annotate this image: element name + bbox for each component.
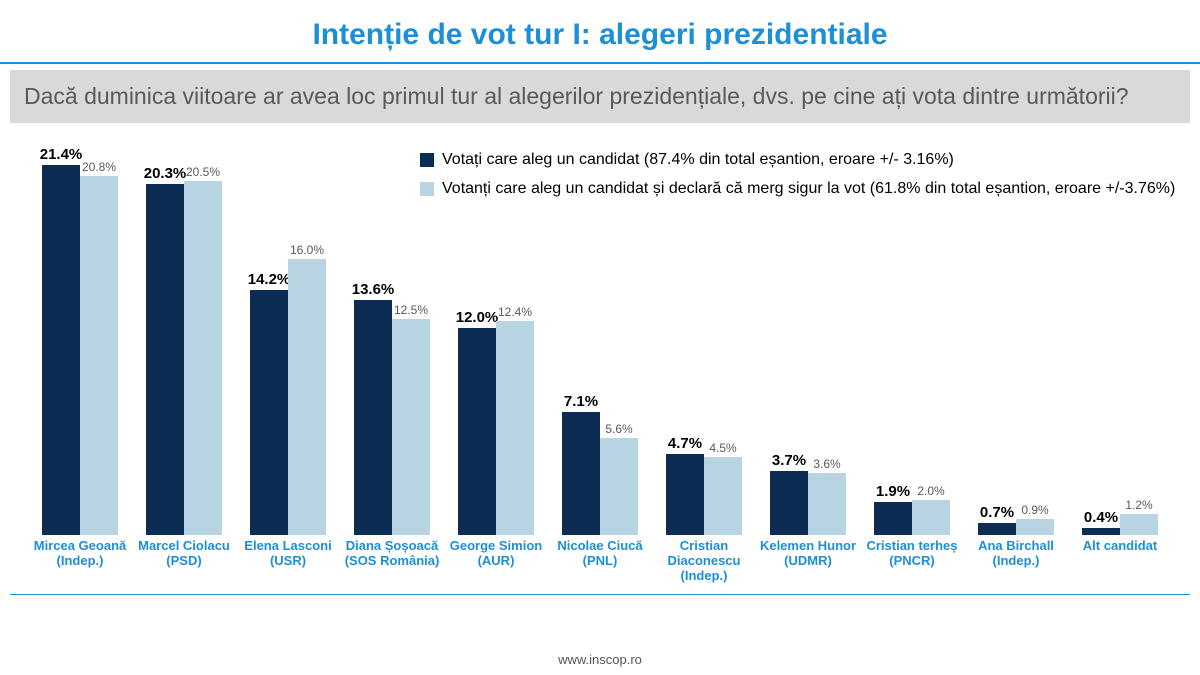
bar-group: 21.4%20.8%Mircea Geoană (Indep.) bbox=[28, 155, 132, 535]
bar-value-primary: 13.6% bbox=[352, 281, 395, 298]
bar-primary: 3.7% bbox=[770, 471, 808, 535]
bar-value-secondary: 0.9% bbox=[1021, 503, 1048, 517]
bar-secondary: 4.5% bbox=[704, 457, 742, 535]
bar-primary: 4.7% bbox=[666, 454, 704, 535]
title-underline bbox=[0, 62, 1200, 64]
bar-secondary: 12.5% bbox=[392, 319, 430, 535]
bar-value-secondary: 5.6% bbox=[605, 422, 632, 436]
bar-value-secondary: 20.5% bbox=[186, 165, 220, 179]
bar-value-secondary: 4.5% bbox=[709, 441, 736, 455]
bar-secondary: 16.0% bbox=[288, 259, 326, 535]
bar-value-secondary: 3.6% bbox=[813, 457, 840, 471]
bar-value-primary: 21.4% bbox=[40, 146, 83, 163]
x-axis-label: George Simion (AUR) bbox=[441, 535, 551, 569]
bar-group: 20.3%20.5%Marcel Ciolacu (PSD) bbox=[132, 155, 236, 535]
x-axis-label: Nicolae Ciucă (PNL) bbox=[545, 535, 655, 569]
x-axis-label: Mircea Geoană (Indep.) bbox=[25, 535, 135, 569]
bar-group: 7.1%5.6%Nicolae Ciucă (PNL) bbox=[548, 155, 652, 535]
x-axis-label: Alt candidat bbox=[1065, 535, 1175, 554]
chart-title: Intenție de vot tur I: alegeri prezident… bbox=[0, 0, 1200, 62]
bar-value-primary: 0.4% bbox=[1084, 509, 1118, 526]
bar-value-primary: 3.7% bbox=[772, 452, 806, 469]
x-axis-label: Marcel Ciolacu (PSD) bbox=[129, 535, 239, 569]
chart-baseline bbox=[10, 594, 1190, 595]
bar-primary: 13.6% bbox=[354, 300, 392, 535]
bar-value-secondary: 16.0% bbox=[290, 243, 324, 257]
x-axis-label: Elena Lasconi (USR) bbox=[233, 535, 343, 569]
x-axis-label: Cristian Diaconescu (Indep.) bbox=[649, 535, 759, 584]
bar-primary: 21.4% bbox=[42, 165, 80, 535]
bar-secondary: 20.5% bbox=[184, 181, 222, 535]
footer-source: www.inscop.ro bbox=[0, 652, 1200, 667]
bar-value-secondary: 12.4% bbox=[498, 305, 532, 319]
bar-value-primary: 0.7% bbox=[980, 504, 1014, 521]
bar-value-secondary: 1.2% bbox=[1125, 498, 1152, 512]
bar-secondary: 5.6% bbox=[600, 438, 638, 535]
bar-group: 0.7%0.9%Ana Birchall (Indep.) bbox=[964, 155, 1068, 535]
bar-primary: 0.7% bbox=[978, 523, 1016, 535]
bar-secondary: 12.4% bbox=[496, 321, 534, 535]
bar-value-primary: 14.2% bbox=[248, 271, 291, 288]
bar-group: 1.9%2.0%Cristian terheș (PNCR) bbox=[860, 155, 964, 535]
bar-primary: 14.2% bbox=[250, 290, 288, 535]
x-axis-label: Kelemen Hunor (UDMR) bbox=[753, 535, 863, 569]
x-axis-label: Cristian terheș (PNCR) bbox=[857, 535, 967, 569]
bar-value-secondary: 12.5% bbox=[394, 303, 428, 317]
bar-primary: 7.1% bbox=[562, 412, 600, 535]
bar-value-primary: 4.7% bbox=[668, 435, 702, 452]
bar-primary: 20.3% bbox=[146, 184, 184, 535]
bar-group: 13.6%12.5%Diana Șoșoacă (SOS România) bbox=[340, 155, 444, 535]
bar-value-secondary: 2.0% bbox=[917, 484, 944, 498]
bar-value-primary: 20.3% bbox=[144, 165, 187, 182]
bar-secondary: 2.0% bbox=[912, 500, 950, 535]
bar-group: 0.4%1.2%Alt candidat bbox=[1068, 155, 1172, 535]
bar-group: 3.7%3.6%Kelemen Hunor (UDMR) bbox=[756, 155, 860, 535]
x-axis-label: Ana Birchall (Indep.) bbox=[961, 535, 1071, 569]
bar-value-primary: 7.1% bbox=[564, 393, 598, 410]
bar-secondary: 3.6% bbox=[808, 473, 846, 535]
bar-value-primary: 12.0% bbox=[456, 309, 499, 326]
bar-secondary: 0.9% bbox=[1016, 519, 1054, 535]
bar-primary: 1.9% bbox=[874, 502, 912, 535]
bar-group: 4.7%4.5%Cristian Diaconescu (Indep.) bbox=[652, 155, 756, 535]
bar-secondary: 1.2% bbox=[1120, 514, 1158, 535]
bar-secondary: 20.8% bbox=[80, 176, 118, 535]
bar-value-secondary: 20.8% bbox=[82, 160, 116, 174]
bar-group: 14.2%16.0%Elena Lasconi (USR) bbox=[236, 155, 340, 535]
bar-primary: 0.4% bbox=[1082, 528, 1120, 535]
chart-area: 21.4%20.8%Mircea Geoană (Indep.)20.3%20.… bbox=[10, 155, 1190, 595]
question-text: Dacă duminica viitoare ar avea loc primu… bbox=[10, 70, 1190, 123]
x-axis-label: Diana Șoșoacă (SOS România) bbox=[337, 535, 447, 569]
bar-primary: 12.0% bbox=[458, 328, 496, 535]
bar-group: 12.0%12.4%George Simion (AUR) bbox=[444, 155, 548, 535]
bar-value-primary: 1.9% bbox=[876, 483, 910, 500]
